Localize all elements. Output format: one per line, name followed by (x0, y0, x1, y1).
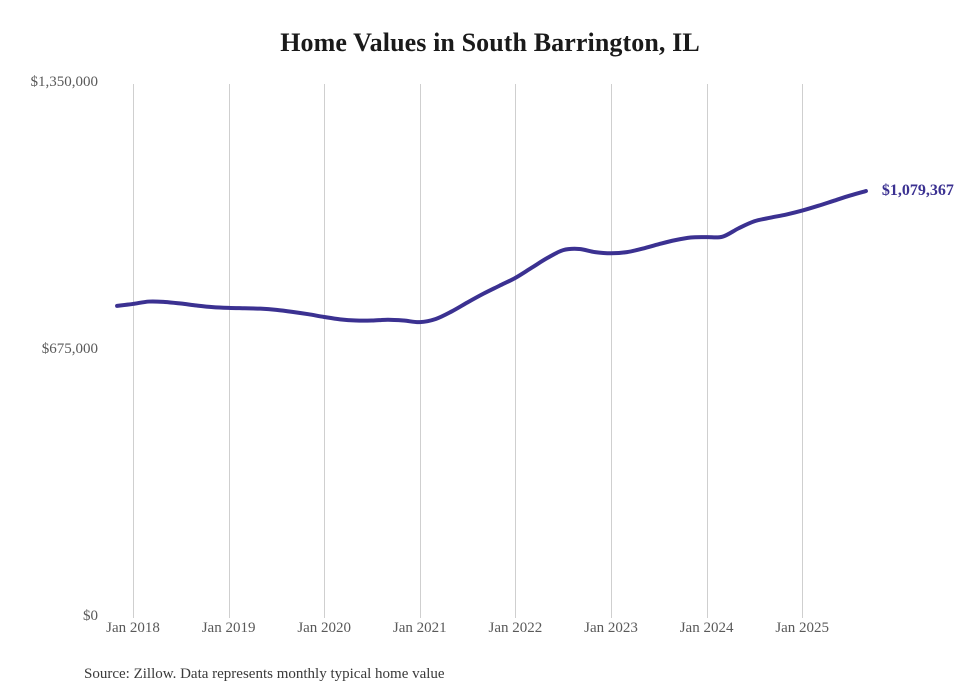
gridline (515, 84, 517, 618)
gridline (802, 84, 804, 618)
x-axis-tick-label: Jan 2018 (106, 620, 160, 636)
x-axis-tick-label: Jan 2022 (488, 620, 543, 636)
y-axis-tick-label: $0 (83, 608, 98, 624)
chart-title: Home Values in South Barrington, IL (280, 28, 700, 57)
x-axis-tick-label: Jan 2023 (584, 620, 638, 636)
x-axis-tick-label: Jan 2024 (679, 620, 734, 636)
y-axis-tick-label: $675,000 (41, 341, 98, 357)
end-value-annotation: $1,079,367 (881, 182, 954, 200)
gridline (419, 84, 421, 618)
x-axis-tick-label: Jan 2025 (775, 620, 830, 636)
source-note: Source: Zillow. Data represents monthly … (84, 666, 445, 682)
series-line-path (115, 189, 868, 325)
gridline (706, 84, 708, 618)
x-axis-tick-label: Jan 2020 (297, 620, 352, 636)
gridline (611, 84, 612, 618)
x-axis-tick-label: Jan 2019 (201, 620, 256, 636)
x-axis-tick-label: Jan 2021 (392, 620, 447, 636)
y-axis-tick-label: $1,350,000 (30, 74, 99, 90)
gridline (228, 84, 230, 618)
gridline (324, 84, 326, 618)
gridline (133, 84, 134, 618)
